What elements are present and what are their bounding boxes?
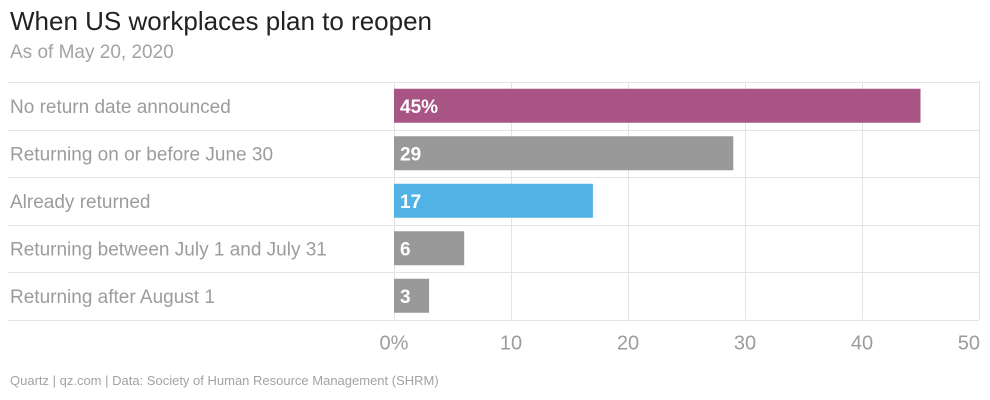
chart-title: When US workplaces plan to reopen bbox=[10, 6, 433, 36]
bar bbox=[394, 88, 921, 123]
bar-value-label: 45% bbox=[400, 97, 438, 118]
category-label: Returning on or before June 30 bbox=[10, 144, 273, 165]
x-tick-label: 50 bbox=[958, 333, 980, 355]
category-label: Returning after August 1 bbox=[10, 287, 215, 308]
x-tick-label: 40 bbox=[851, 333, 873, 355]
bar bbox=[394, 136, 734, 171]
x-tick-label: 0% bbox=[380, 333, 409, 355]
bar bbox=[394, 183, 593, 218]
category-label: Returning between July 1 and July 31 bbox=[10, 239, 327, 260]
labels-layer: No return date announced 45% Returning on … bbox=[10, 97, 438, 308]
x-axis-ticks: 0% 10 20 30 40 50 bbox=[380, 333, 980, 355]
x-tick-label: 10 bbox=[500, 333, 522, 355]
chart-subtitle: As of May 20, 2020 bbox=[10, 42, 174, 63]
chart-source: Quartz | qz.com | Data: Society of Human… bbox=[10, 373, 439, 388]
bar-chart: No return date announced 45% Returning on … bbox=[8, 82, 980, 355]
x-tick-label: 20 bbox=[617, 333, 639, 355]
category-label: Already returned bbox=[10, 192, 150, 213]
category-label: No return date announced bbox=[10, 97, 231, 118]
bar-value-label: 3 bbox=[400, 287, 411, 308]
bar-value-label: 17 bbox=[400, 192, 421, 213]
bar bbox=[394, 231, 465, 266]
bars-layer bbox=[394, 88, 921, 313]
x-tick-label: 30 bbox=[734, 333, 756, 355]
bar-value-label: 6 bbox=[400, 239, 411, 260]
bar-value-label: 29 bbox=[400, 144, 421, 165]
bar bbox=[394, 278, 430, 313]
